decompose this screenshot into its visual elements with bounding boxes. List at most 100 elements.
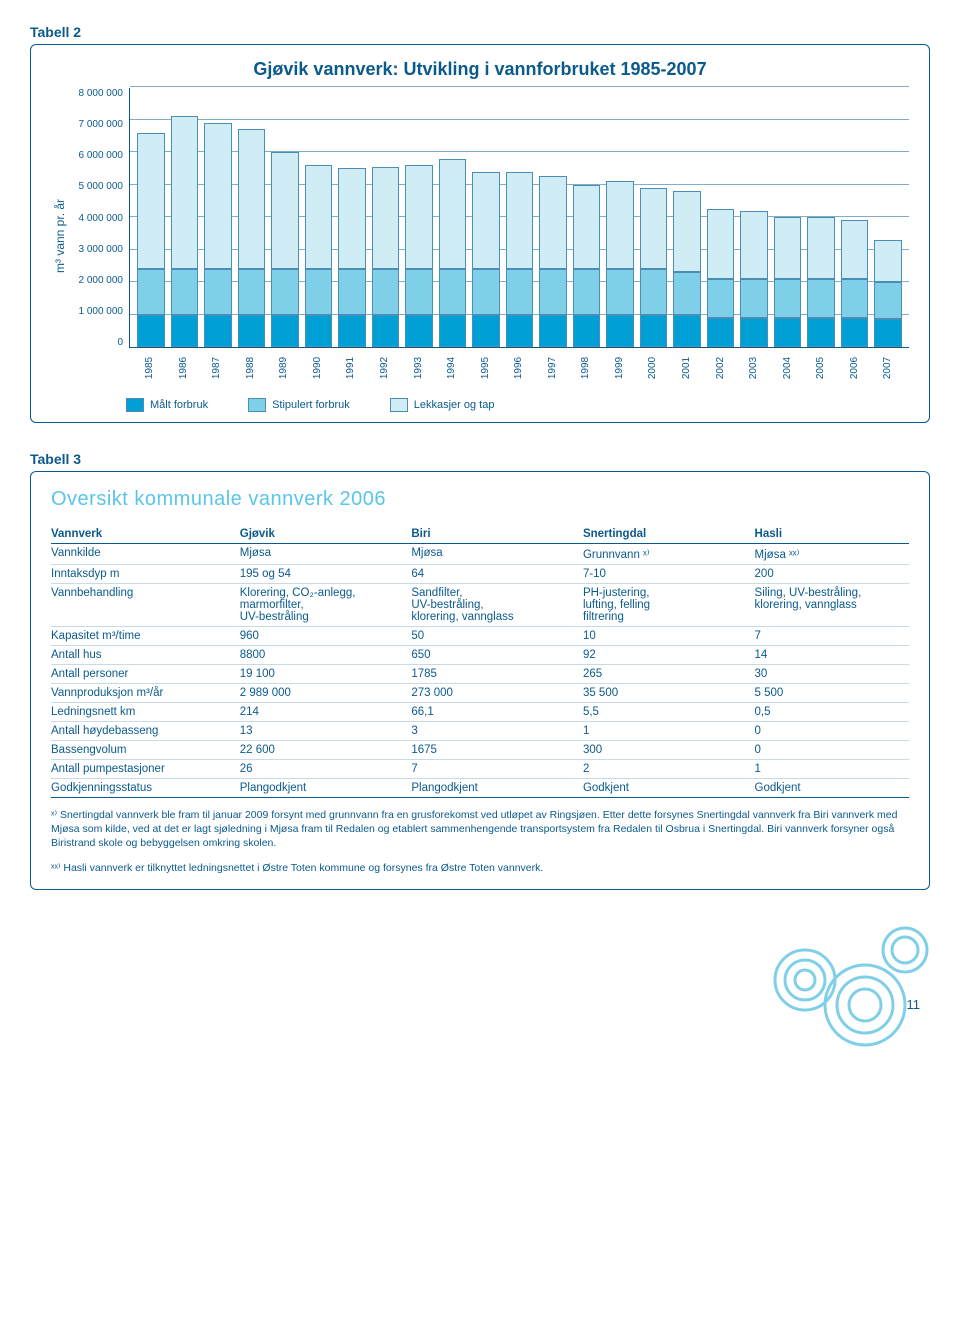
x-tick-label: 1988	[234, 354, 266, 382]
y-tick-label: 3 000 000	[69, 244, 123, 255]
x-axis-ticks: 1985198619871988198919901991199219931994…	[129, 348, 909, 384]
table-cell: 195 og 54	[240, 565, 412, 584]
legend-label: Målt forbruk	[150, 399, 208, 411]
table-row: Vannproduksjon m³/år2 989 000273 00035 5…	[51, 684, 909, 703]
table-row-key: Godkjenningsstatus	[51, 779, 240, 798]
bar	[774, 217, 802, 347]
table-cell: 1	[583, 722, 755, 741]
y-axis-ticks: 8 000 0007 000 0006 000 0005 000 0004 00…	[69, 88, 129, 348]
x-tick-label: 2007	[872, 354, 904, 382]
table-cell: 650	[411, 646, 583, 665]
table-cell: 30	[755, 665, 909, 684]
table-row: VannkildeMjøsaMjøsaGrunnvann ˣ⁾Mjøsa ˣˣ⁾	[51, 544, 909, 565]
table-cell: Sandfilter,UV-bestråling,klorering, vann…	[411, 584, 583, 627]
x-tick-label: 1993	[402, 354, 434, 382]
table-cell: Mjøsa	[240, 544, 412, 565]
bar	[874, 240, 902, 347]
table-cell: 960	[240, 627, 412, 646]
table-cell: 3	[411, 722, 583, 741]
y-tick-label: 4 000 000	[69, 213, 123, 224]
table-row: Antall pumpestasjoner26721	[51, 760, 909, 779]
y-tick-label: 0	[69, 337, 123, 348]
table-row-key: Kapasitet m³/time	[51, 627, 240, 646]
x-tick-label: 1995	[469, 354, 501, 382]
table-cell: 214	[240, 703, 412, 722]
chart-container: Gjøvik vannverk: Utvikling i vannforbruk…	[30, 44, 930, 423]
table-cell: 19 100	[240, 665, 412, 684]
table-title: Oversikt kommunale vannverk 2006	[51, 488, 909, 511]
table-cell: Mjøsa ˣˣ⁾	[755, 544, 909, 565]
legend-swatch	[390, 398, 408, 412]
table-header-cell: Snertingdal	[583, 525, 755, 544]
table-cell: 7-10	[583, 565, 755, 584]
table-cell: 22 600	[240, 741, 412, 760]
table-cell: Klorering, CO₂-anlegg,marmorfilter,UV-be…	[240, 584, 412, 627]
table-row: Ledningsnett km21466,15,50,5	[51, 703, 909, 722]
table-cell: 5 500	[755, 684, 909, 703]
x-tick-label: 1991	[335, 354, 367, 382]
x-tick-label: 1989	[268, 354, 300, 382]
bar	[539, 176, 567, 347]
table-cell: 35 500	[583, 684, 755, 703]
bar	[338, 168, 366, 347]
table-cell: PH-justering,lufting, fellingfiltrering	[583, 584, 755, 627]
table-row-key: Antall hus	[51, 646, 240, 665]
x-tick-label: 1985	[134, 354, 166, 382]
table-section-label: Tabell 3	[30, 451, 930, 467]
data-table: VannverkGjøvikBiriSnertingdalHasli Vannk…	[51, 525, 909, 798]
bar	[472, 172, 500, 348]
x-tick-label: 1987	[201, 354, 233, 382]
legend-label: Stipulert forbruk	[272, 399, 350, 411]
table-cell: 26	[240, 760, 412, 779]
chart-area: m³ vann pr. år 8 000 0007 000 0006 000 0…	[51, 88, 909, 384]
table-row-key: Bassengvolum	[51, 741, 240, 760]
bar	[271, 152, 299, 347]
bar	[238, 129, 266, 347]
bar	[372, 167, 400, 347]
table-row: Inntaksdyp m195 og 54647-10200	[51, 565, 909, 584]
x-tick-label: 2006	[839, 354, 871, 382]
footnote-2: ˣˣ⁾ Hasli vannverk er tilknyttet ledning…	[51, 861, 909, 875]
table-cell: 0,5	[755, 703, 909, 722]
table-row: VannbehandlingKlorering, CO₂-anlegg,marm…	[51, 584, 909, 627]
table-cell: Grunnvann ˣ⁾	[583, 544, 755, 565]
x-tick-label: 1996	[503, 354, 535, 382]
table-cell: 14	[755, 646, 909, 665]
bar	[807, 217, 835, 347]
x-tick-label: 2002	[704, 354, 736, 382]
table-header-cell: Biri	[411, 525, 583, 544]
table-cell: 64	[411, 565, 583, 584]
page-footer: 11	[30, 900, 930, 1020]
x-tick-label: 1986	[167, 354, 199, 382]
table-cell: Mjøsa	[411, 544, 583, 565]
chart-section-label: Tabell 2	[30, 24, 930, 40]
table-row-key: Vannproduksjon m³/år	[51, 684, 240, 703]
bar	[640, 188, 668, 347]
table-row-key: Antall høydebasseng	[51, 722, 240, 741]
bar	[606, 181, 634, 347]
table-cell: 8800	[240, 646, 412, 665]
table-cell: 1675	[411, 741, 583, 760]
table-cell: Godkjent	[583, 779, 755, 798]
table-container: Oversikt kommunale vannverk 2006 Vannver…	[30, 471, 930, 890]
legend-item: Stipulert forbruk	[248, 398, 350, 412]
chart-legend: Målt forbruk Stipulert forbruk Lekkasjer o…	[51, 384, 909, 412]
page-number: 11	[907, 997, 921, 1012]
table-row-key: Antall pumpestasjoner	[51, 760, 240, 779]
x-tick-label: 1990	[302, 354, 334, 382]
chart-plot	[129, 88, 909, 348]
bar	[405, 165, 433, 347]
table-cell: Plangodkjent	[411, 779, 583, 798]
table-cell: 1	[755, 760, 909, 779]
bar	[740, 211, 768, 348]
table-cell: 0	[755, 722, 909, 741]
bar	[171, 116, 199, 347]
legend-label: Lekkasjer og tap	[414, 399, 495, 411]
y-tick-label: 2 000 000	[69, 275, 123, 286]
table-row-key: Ledningsnett km	[51, 703, 240, 722]
bar	[573, 185, 601, 348]
table-cell: 273 000	[411, 684, 583, 703]
table-row-key: Vannbehandling	[51, 584, 240, 627]
bar	[841, 220, 869, 347]
bar	[506, 172, 534, 348]
